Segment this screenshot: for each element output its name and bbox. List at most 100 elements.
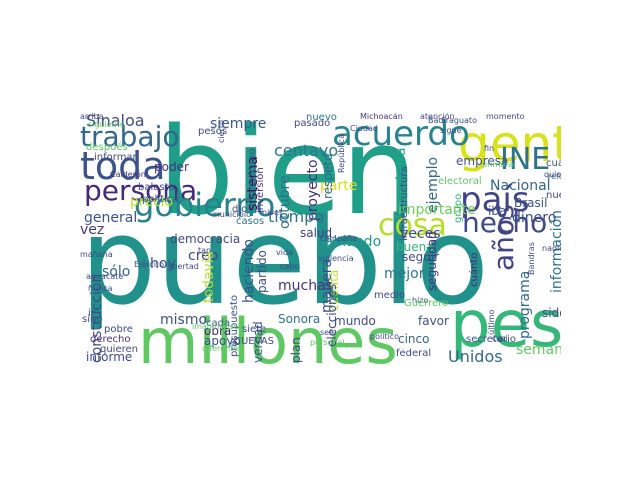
cloud-word: nadie	[542, 244, 561, 253]
cloud-word: sólo	[102, 264, 131, 280]
cloud-word: dio	[232, 204, 248, 215]
cloud-word: Michoacán	[360, 113, 403, 121]
cloud-word: todavía	[201, 250, 217, 303]
cloud-word: hizo	[412, 296, 429, 305]
cloud-word: pesos	[198, 126, 228, 137]
cloud-word: nivel	[262, 208, 282, 217]
cloud-word: mejor	[384, 266, 425, 282]
cloud-word: general	[84, 210, 138, 226]
cloud-word: quiero	[544, 170, 561, 179]
cloud-word: bien	[158, 113, 418, 242]
cloud-word: apoyo	[204, 334, 241, 348]
cloud-word: INE	[500, 142, 551, 177]
cloud-word: cuánto	[469, 252, 480, 287]
cloud-word: nuevo	[306, 113, 337, 123]
cloud-word: Badiraguato	[428, 116, 477, 125]
cloud-word: CUEVAS	[234, 336, 275, 347]
cloud-word: parte	[320, 178, 358, 194]
cloud-word: fin	[484, 144, 495, 153]
cloud-word: cabo	[280, 262, 300, 271]
cloud-word: toda	[80, 144, 166, 188]
cloud-word: electoral	[438, 176, 482, 187]
cloud-word: tiempo	[268, 207, 325, 226]
cloud-word: Unidos	[448, 347, 503, 366]
cloud-word: precio	[130, 194, 174, 210]
cloud-word: dinero	[512, 210, 557, 226]
cloud-word: vez	[80, 222, 105, 238]
cloud-word: peso	[450, 288, 561, 362]
cloud-word: pueblo	[80, 193, 489, 332]
cloud-word: Guerrero	[404, 298, 449, 309]
cloud-word: cuatro	[546, 158, 561, 169]
cloud-word: siete	[242, 324, 267, 335]
cloud-word: haciendo	[241, 239, 257, 303]
cloud-word: tan	[198, 246, 212, 255]
cloud-word: sino	[82, 314, 103, 325]
cloud-word: vida	[276, 248, 293, 257]
cloud-word: nunca	[88, 284, 113, 293]
cloud-word: derecho	[90, 334, 131, 345]
cloud-word: infraestructura	[399, 166, 410, 241]
cloud-word: momento	[486, 113, 525, 121]
cloud-word: semana	[516, 342, 561, 358]
cloud-word: importante	[398, 202, 476, 218]
cloud-word: empresa	[456, 154, 509, 168]
cloud-word: respeto	[321, 153, 335, 199]
cloud-word: obra	[204, 324, 232, 338]
cloud-word: iba	[488, 204, 507, 218]
cloud-word: buena	[396, 240, 434, 254]
cloud-word: casos	[236, 216, 265, 227]
cloud-word: medio	[374, 290, 406, 301]
cloud-word: quieren	[100, 344, 138, 355]
cloud-word: persona	[84, 174, 198, 207]
cloud-word: política	[142, 194, 179, 205]
cloud-word: veces	[400, 226, 441, 242]
cloud-word: informar	[94, 152, 137, 163]
cloud-word: informe	[86, 350, 133, 364]
cloud-word: libertad	[168, 262, 199, 271]
cloud-word: país	[460, 180, 530, 220]
cloud-word: después	[86, 142, 128, 153]
cloud-word: federal	[396, 348, 432, 359]
cloud-word: millones	[138, 305, 398, 370]
cloud-word: acuerdo	[332, 114, 470, 154]
cloud-word: hablando	[316, 234, 382, 250]
cloud-word: campaña	[320, 234, 358, 243]
cloud-word: inversión	[255, 167, 266, 213]
cloud-word: cinco	[398, 332, 430, 346]
cloud-word: último	[487, 309, 496, 335]
cloud-word: gente	[458, 115, 561, 173]
cloud-word: Brasil	[514, 196, 548, 210]
cloud-word: nueva	[546, 190, 561, 201]
cloud-word: mismo	[160, 312, 208, 328]
cloud-word: cosa	[378, 208, 447, 243]
cloud-word: mañana	[80, 250, 113, 259]
cloud-word: poder	[154, 160, 189, 174]
cloud-word: partido	[255, 250, 269, 293]
cloud-word: Ejército	[134, 260, 164, 269]
cloud-word: ir	[88, 308, 95, 319]
cloud-word: República	[337, 133, 346, 173]
cloud-word: reforma	[548, 172, 561, 181]
cloud-word: pasado	[294, 118, 331, 129]
cloud-word: seguir	[402, 250, 440, 264]
cloud-word: programa	[517, 270, 533, 339]
cloud-word: plan	[289, 337, 303, 363]
cloud-word: atención	[420, 113, 455, 121]
cloud-word: político	[370, 332, 400, 341]
cloud-word: imaginense	[192, 322, 239, 331]
cloud-word: muchas	[278, 278, 333, 294]
cloud-word: aguacate	[86, 272, 124, 281]
cloud-word: mundo	[334, 314, 376, 328]
cloud-word: violencia	[318, 254, 354, 263]
cloud-word: balasto	[138, 182, 175, 193]
cloud-word: arriba	[80, 113, 104, 121]
cloud-word: democracia	[170, 232, 241, 246]
cloud-word: salud	[300, 226, 333, 240]
cloud-word: personal	[310, 338, 345, 347]
cloud-word: trabajo	[80, 120, 180, 153]
cloud-word: cierto	[217, 120, 226, 143]
cloud-word: seis	[320, 328, 336, 337]
cloud-word: pobre	[104, 324, 133, 335]
